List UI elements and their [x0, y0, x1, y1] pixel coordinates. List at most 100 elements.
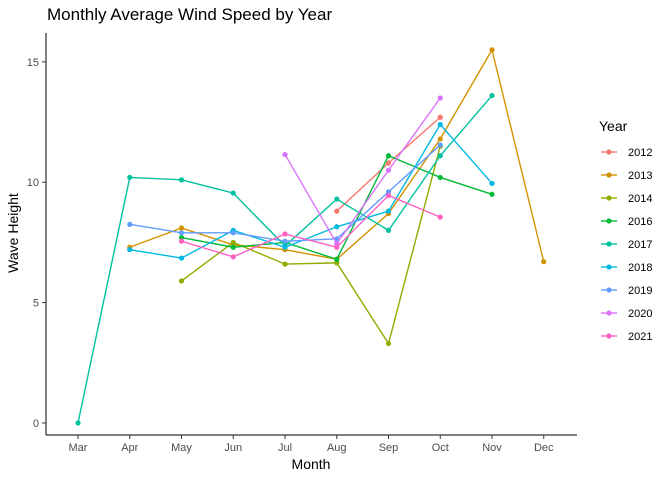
data-point-2017 — [75, 420, 81, 426]
x-tick-label: Dec — [534, 442, 554, 454]
data-point-2021 — [334, 244, 340, 250]
y-axis-title: Wave Height — [5, 193, 21, 273]
x-tick-label: Aug — [327, 442, 347, 454]
legend-item-2018: 2018 — [601, 262, 652, 274]
data-point-2013 — [178, 225, 185, 231]
series-line-2019 — [129, 144, 441, 242]
legend-key-point — [606, 310, 612, 316]
data-point-2017 — [489, 92, 495, 99]
data-point-2018 — [489, 180, 495, 187]
legend-label: 2012 — [628, 147, 652, 159]
legend-item-2013: 2013 — [601, 170, 652, 182]
series-line-2013 — [129, 47, 545, 262]
data-point-2021 — [437, 214, 443, 220]
plot-area: 0 5 10 15 Mar Apr May Jun Jul Aug Sep Oct Nov Dec — [27, 33, 577, 454]
data-point-2019 — [230, 230, 236, 236]
series-line-2018 — [129, 123, 493, 259]
data-point-2020 — [437, 95, 443, 101]
data-point-2018 — [178, 255, 185, 261]
x-tick-label: Mar — [69, 442, 88, 454]
data-point-2017 — [230, 190, 236, 196]
series-2014 — [178, 143, 443, 347]
y-tick-label: 5 — [33, 298, 39, 310]
series-line-2017 — [77, 95, 493, 424]
data-point-2016 — [385, 153, 392, 159]
data-point-2013 — [437, 136, 443, 142]
x-tick-label: May — [171, 442, 192, 454]
data-point-2016 — [178, 235, 185, 241]
legend-label: 2016 — [628, 216, 652, 228]
legend-item-2021: 2021 — [601, 331, 652, 343]
legend-key-point — [606, 241, 612, 247]
data-point-2016 — [334, 256, 340, 262]
legend-items: 2012 2013 2014 2016 2017 2018 2019 2020 2021 — [601, 147, 652, 343]
x-tick-label: Apr — [121, 442, 138, 454]
data-point-2012 — [334, 208, 340, 214]
legend-item-2012: 2012 — [601, 147, 652, 159]
series-line-2014 — [181, 145, 441, 346]
data-point-2020 — [334, 241, 340, 247]
y-tick-label: 10 — [27, 177, 39, 189]
data-point-2016 — [437, 174, 443, 181]
legend-label: 2014 — [628, 193, 652, 205]
legend-key-point — [606, 287, 612, 293]
data-point-2013 — [541, 259, 547, 265]
data-point-2019 — [385, 189, 392, 195]
legend-label: 2021 — [628, 331, 652, 343]
legend-label: 2019 — [628, 285, 652, 297]
series-2019 — [127, 142, 443, 244]
x-tick-label: Jul — [278, 442, 292, 454]
legend-key-point — [606, 333, 612, 339]
data-point-2018 — [385, 208, 392, 214]
chart-title: Monthly Average Wind Speed by Year — [47, 5, 332, 24]
data-point-2020 — [282, 151, 288, 158]
legend-label: 2020 — [628, 308, 652, 320]
x-tick-label: Jun — [224, 442, 242, 454]
data-point-2018 — [437, 121, 443, 128]
data-point-2014 — [385, 340, 392, 347]
legend-title: Year — [599, 118, 628, 134]
data-point-2019 — [437, 142, 443, 148]
legend-key-point — [606, 172, 612, 178]
data-point-2017 — [437, 153, 443, 159]
data-point-2021 — [385, 192, 392, 199]
data-point-2019 — [282, 238, 288, 244]
data-point-2021 — [230, 254, 236, 260]
data-point-2016 — [230, 244, 236, 250]
data-point-2013 — [489, 47, 495, 53]
x-axis-ticks: Mar Apr May Jun Jul Aug Sep Oct Nov Dec — [69, 435, 554, 454]
data-point-2021 — [282, 231, 288, 237]
data-point-2021 — [178, 238, 185, 244]
data-point-2019 — [178, 230, 185, 236]
data-point-2016 — [489, 191, 495, 197]
legend-key-point — [606, 149, 612, 155]
legend-item-2017: 2017 — [601, 239, 652, 251]
legend-label: 2017 — [628, 239, 652, 251]
data-point-2017 — [385, 227, 392, 233]
data-point-2017 — [127, 174, 133, 181]
data-point-2020 — [385, 167, 392, 173]
legend-item-2020: 2020 — [601, 308, 652, 320]
data-point-2018 — [127, 247, 133, 253]
series-line-2020 — [284, 97, 441, 245]
data-point-2014 — [334, 260, 340, 266]
x-axis-title: Month — [292, 456, 331, 472]
series-2020 — [282, 95, 443, 247]
series-2012 — [334, 114, 443, 214]
series-line-2021 — [181, 194, 441, 258]
data-point-2012 — [385, 160, 392, 166]
series-2017 — [75, 92, 495, 426]
legend-key-point — [606, 218, 612, 224]
data-point-2012 — [437, 114, 443, 120]
series-group — [75, 47, 547, 426]
x-tick-label: Nov — [482, 442, 502, 454]
legend-item-2019: 2019 — [601, 285, 652, 297]
data-point-2014 — [282, 261, 288, 267]
x-tick-label: Sep — [379, 442, 399, 454]
legend: Year 2012 2013 2014 2016 2017 2018 2019 2020 202… — [599, 118, 652, 343]
legend-key-point — [606, 195, 612, 201]
y-tick-label: 15 — [27, 57, 39, 69]
data-point-2017 — [178, 177, 185, 183]
series-2021 — [178, 192, 443, 260]
